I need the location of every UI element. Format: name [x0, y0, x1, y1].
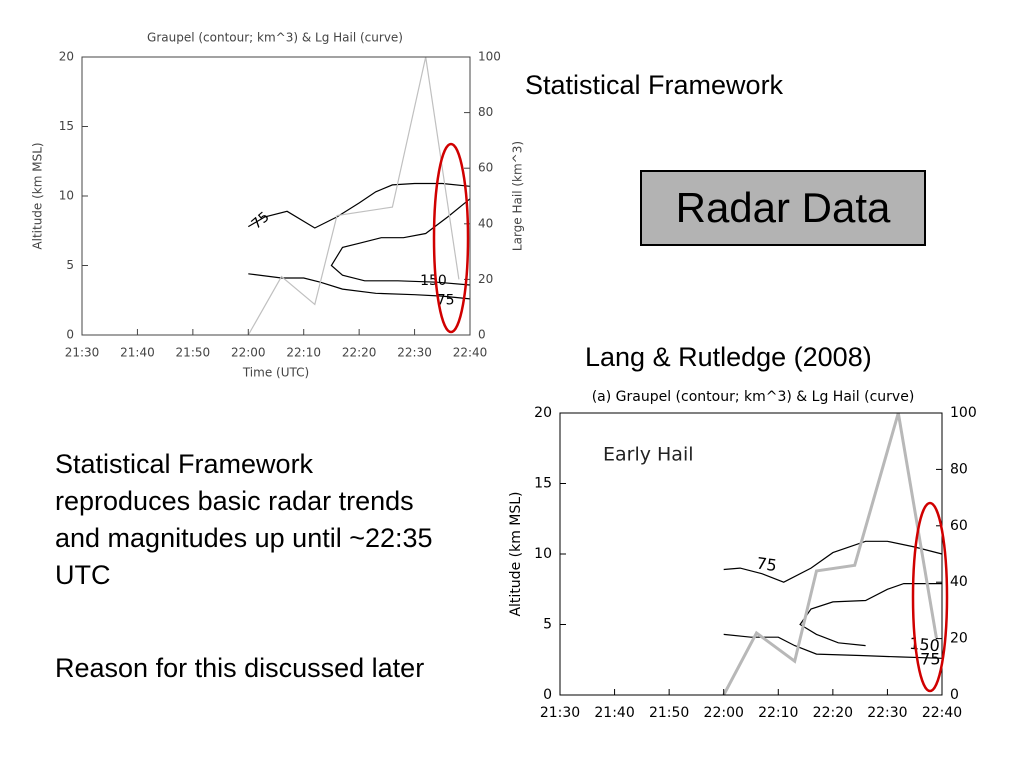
y2-tick-label: 40	[478, 216, 493, 230]
y2-tick-label: 20	[478, 272, 493, 286]
body-text: Reason for this discussed later	[55, 653, 425, 683]
x-tick-label: 21:50	[176, 346, 211, 360]
x-tick-label: 22:40	[453, 346, 488, 360]
y2-tick-label: 60	[478, 161, 493, 175]
y2-tick-label: 100	[478, 50, 501, 64]
x-tick-label: 22:30	[867, 705, 907, 721]
contour-line	[248, 273, 471, 300]
contour-label: 75	[755, 553, 778, 575]
y2-tick-label: 20	[950, 631, 968, 647]
x-tick-label: 22:00	[231, 346, 266, 360]
x-tick-label: 22:20	[342, 346, 377, 360]
y-axis-label: Altitude (km MSL)	[31, 142, 45, 249]
citation: Lang & Rutledge (2008)	[585, 342, 872, 372]
body-text: Statistical Framework reproduces basic r…	[55, 449, 433, 590]
contour-line	[723, 540, 943, 583]
x-tick-label: 22:30	[397, 346, 432, 360]
y2-tick-label: 80	[950, 461, 968, 477]
y-tick-label: 5	[543, 617, 552, 633]
contour-label: 150	[420, 273, 447, 289]
contour-label: 75	[249, 209, 273, 233]
y-tick-label: 10	[59, 189, 74, 203]
contour-line	[247, 182, 471, 229]
y-axis-label: Altitude (km MSL)	[508, 491, 524, 616]
x-tick-label: 21:40	[120, 346, 155, 360]
y2-tick-label: 80	[478, 105, 493, 119]
x-tick-label: 21:30	[540, 705, 580, 721]
y-tick-label: 20	[534, 405, 552, 421]
y2-axis-label: Large Hail (km^3)	[511, 141, 525, 251]
y-tick-label: 0	[543, 687, 552, 703]
y2-tick-label: 0	[478, 328, 486, 342]
plot-frame	[559, 412, 943, 696]
plot-frame	[81, 56, 471, 336]
y-tick-label: 0	[66, 328, 74, 342]
heading: Statistical Framework	[525, 70, 784, 100]
y-tick-label: 15	[534, 476, 552, 492]
x-axis-label: Time (UTC)	[242, 366, 309, 380]
contour-label: 75	[920, 649, 940, 668]
y-tick-label: 15	[59, 119, 74, 133]
x-tick-label: 22:00	[704, 705, 744, 721]
x-tick-label: 22:20	[813, 705, 853, 721]
y2-tick-label: 0	[950, 687, 959, 703]
chart-title: (a) Graupel (contour; km^3) & Lg Hail (c…	[592, 389, 915, 405]
x-tick-label: 22:40	[922, 705, 962, 721]
contour-line	[799, 583, 942, 647]
y-tick-label: 20	[59, 50, 74, 64]
radar-data-box: Radar Data	[640, 170, 926, 246]
y-tick-label: 10	[534, 546, 552, 562]
x-tick-label: 21:50	[649, 705, 689, 721]
contour-line	[330, 198, 471, 286]
highlight-ellipse	[911, 501, 949, 693]
hail-curve	[247, 56, 460, 336]
y-tick-label: 5	[66, 258, 74, 272]
y2-tick-label: 100	[950, 405, 977, 421]
x-tick-label: 22:10	[286, 346, 321, 360]
x-tick-label: 21:40	[594, 705, 634, 721]
annotation: Early Hail	[603, 444, 694, 466]
x-tick-label: 21:30	[65, 346, 100, 360]
highlight-ellipse	[432, 142, 470, 334]
x-tick-label: 22:10	[758, 705, 798, 721]
chart-title: Graupel (contour; km^3) & Lg Hail (curve…	[147, 31, 403, 45]
y2-tick-label: 40	[950, 574, 968, 590]
y2-tick-label: 60	[950, 518, 968, 534]
